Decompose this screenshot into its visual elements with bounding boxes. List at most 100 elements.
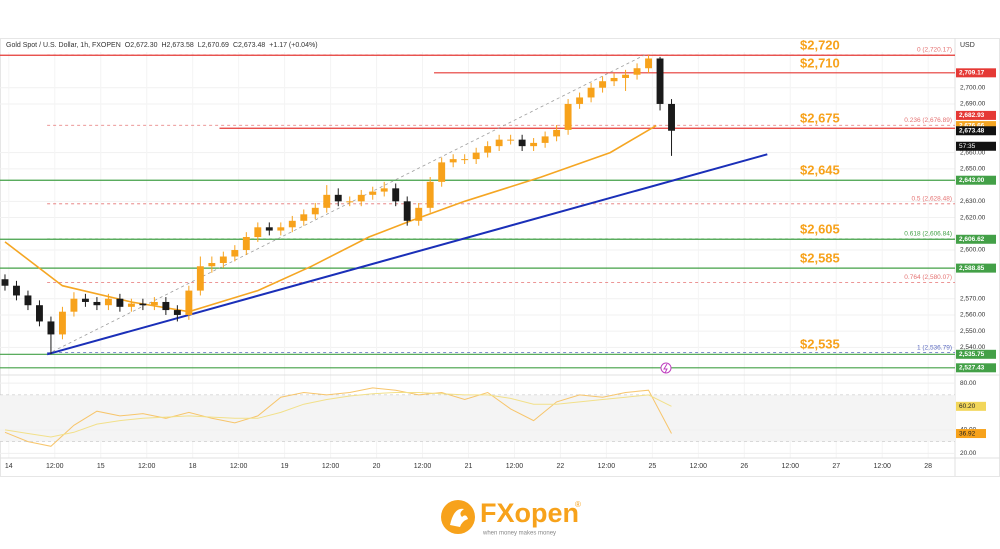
y-tick-label: 2,700.00 [960,84,986,91]
trendline [46,153,768,356]
event-icon [660,362,672,374]
candle-body [127,303,135,307]
price-badge [956,363,996,373]
rsi-band [0,394,955,442]
x-tick-label: 26 [740,463,748,470]
candle-body [495,139,503,147]
candle-body [645,58,652,69]
candle-body [472,152,480,160]
candle-body [380,188,388,192]
header-value: C2,673.48 [233,42,265,49]
candle-body [265,227,273,231]
candle-body [81,298,89,302]
symbol-header: Gold Spot / U.S. Dollar, 1h, FXOPEN O2,67… [6,42,318,49]
header-value: O2,672.30 [125,42,158,49]
x-tick-label: 27 [832,463,840,470]
candle-body [530,142,538,147]
x-tick-label: 12:00 [506,463,524,470]
y-tick-label: 2,620.00 [960,214,986,221]
candle-body [104,298,112,306]
y-tick-label: 2,600.00 [960,247,986,254]
header-value: H2,673.58 [161,42,193,49]
y-tick-label: 2,540.00 [960,344,986,351]
price-badge-label: 2,643.00 [959,177,985,184]
fib-label: 0.236 (2,676.89) [904,117,952,124]
level-label: $2,645 [800,163,840,178]
x-tick-label: 12:00 [598,463,616,470]
price-badge-label: 2,588.85 [959,265,985,272]
event-icon-bolt [663,363,668,374]
candle-body [24,295,32,306]
x-tick-label: 20 [373,463,381,470]
candle-body [449,159,457,163]
candle-body [610,77,618,82]
candle-body [484,146,492,153]
x-tick-label: 22 [557,463,565,470]
fib-label: 1 (2,536.79) [917,344,952,351]
price-badge-label: 2,682.93 [959,112,985,119]
x-tick-label: 12:00 [873,463,891,470]
candle-body [426,181,434,208]
fib-label: 0.618 (2,606.84) [904,231,952,238]
fib-label: 0 (2,720.17) [917,47,952,54]
rsi-tick-label: 80.00 [960,380,977,387]
price-badge-label: 2,709.17 [959,70,985,77]
price-badge [956,126,996,136]
logo-name: FXopen [480,498,579,528]
logo-dragon [450,508,468,527]
price-badge-label: 2,606.62 [959,236,985,243]
rsi-badge-label: 36.92 [959,430,976,437]
x-tick-label: 12:00 [322,463,340,470]
candle-body [196,266,204,291]
candle-body [357,194,365,202]
price-badge-label: 2,527.43 [959,365,985,372]
candle-body [173,310,181,315]
candle-body [311,207,319,215]
candle-body [633,68,641,75]
x-tick-label: 25 [648,463,656,470]
rsi-line [4,387,672,447]
candle-body [36,305,43,322]
x-tick-label: 12:00 [138,463,156,470]
header-value: +1.17 (+0.04%) [269,42,317,49]
level-label: $2,605 [800,222,840,237]
level-label: $2,675 [800,111,840,126]
candle-body [47,321,55,335]
price-badge [956,110,996,120]
rsi-line [4,392,672,438]
candle-body [70,298,78,312]
candle-body [219,256,227,264]
level-label: $2,720 [800,38,840,53]
header-value: Gold Spot / U.S. Dollar, 1h, FXOPEN [6,42,121,49]
candle-body [587,87,595,98]
y-tick-label: 2,560.00 [960,312,986,319]
price-badge-label: 2,676.66 [959,122,985,129]
candle-body [1,279,9,286]
candle-body [231,250,239,257]
candle-body [656,58,664,104]
currency-label: USD [960,42,975,49]
level-label: $2,535 [800,337,840,352]
candle-body [346,201,354,203]
level-label: $2,710 [800,55,840,70]
candle-body [507,139,515,141]
x-tick-label: 21 [465,463,473,470]
countdown-badge [956,141,996,151]
candle-body [93,301,101,306]
x-tick-label: 12:00 [690,463,708,470]
rsi-badge [956,401,986,411]
price-badge [956,175,996,185]
x-tick-label: 28 [924,463,932,470]
candle-body [116,298,124,307]
logo-mark: ® [575,500,581,509]
price-badge [956,234,996,244]
chart: Gold Spot / U.S. Dollar, 1h, FXOPEN O2,67… [0,38,1000,476]
y-tick-label: 2,650.00 [960,166,986,173]
fib-label: 0.764 (2,580.07) [904,274,952,281]
candle-body [300,214,308,221]
candle-body [13,285,20,296]
x-tick-label: 19 [281,463,289,470]
candle-body [403,201,411,221]
candle-body [369,191,377,195]
